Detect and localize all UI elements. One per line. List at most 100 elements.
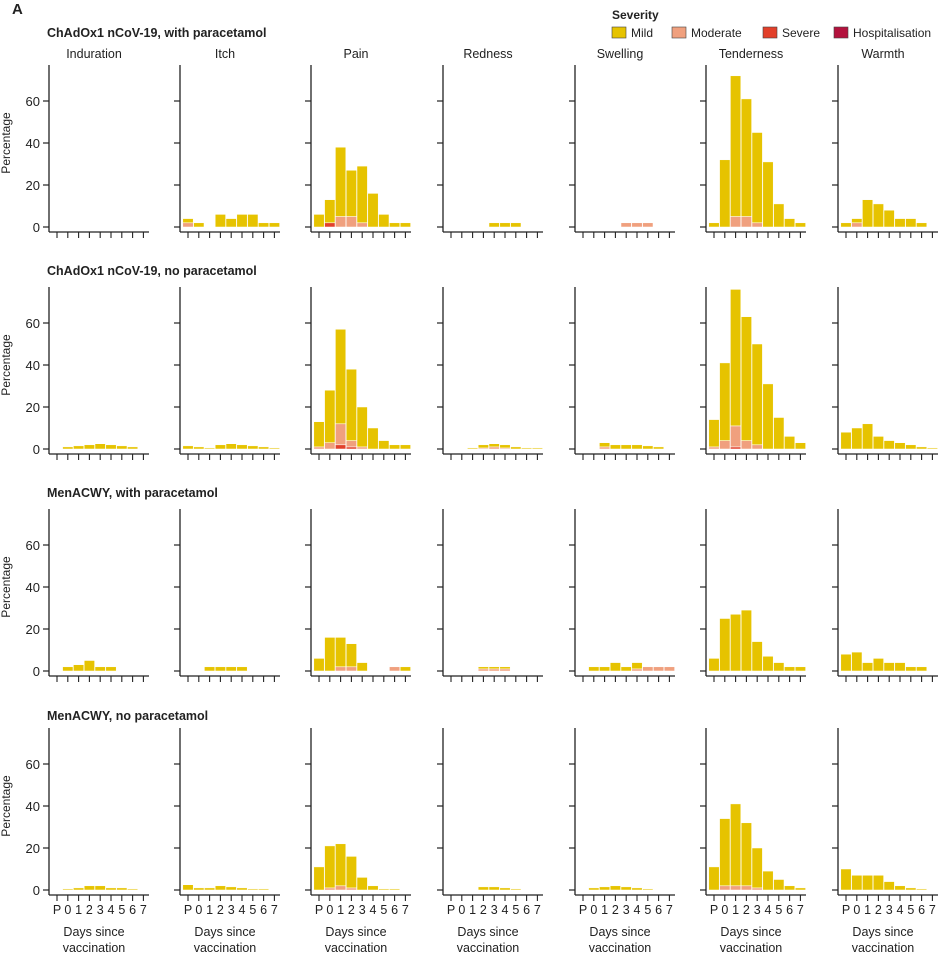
x-tick-label: 7 [534,903,541,917]
bar-moderate [620,222,632,228]
bar-mild [477,666,489,670]
bar-mild [499,222,511,228]
bar-mild [477,444,489,449]
bar-mild [258,222,270,228]
bar-mild [356,877,368,891]
bar-mild [719,618,731,672]
x-tick-label: 6 [129,903,136,917]
bar-moderate [751,444,763,450]
bar-mild [182,218,194,224]
bar-mild [719,159,731,228]
bar-mild [367,427,379,450]
bar-mild [773,417,785,450]
bar-mild [840,868,852,891]
bar-mild [840,653,852,672]
x-tick-label: 2 [612,903,619,917]
bar-moderate [488,668,500,672]
bar-mild [851,651,863,672]
bar-mild [182,445,194,450]
x-tick-label: 0 [64,903,71,917]
x-tick-label: 0 [195,903,202,917]
bar-mild [653,446,665,450]
bar-mild [214,214,226,228]
x-axis-label-line2: vaccination [720,941,783,953]
facet-title: Induration [66,47,122,61]
panel-itch: P 0 1 2 3 4 5 6 7 Days since vaccination [174,728,280,953]
legend-label-moderate: Moderate [691,26,742,40]
panel-warmth [832,287,938,460]
bar-mild [510,888,522,891]
facet-title: Tenderness [719,47,784,61]
x-tick-label: P [579,903,587,917]
panel-label: A [12,1,23,18]
x-axis-label-line1: Days since [63,925,124,939]
bar-mild [83,444,95,450]
bar-moderate [740,440,752,450]
bar-mild [116,445,128,450]
bar-mild [784,436,796,450]
x-tick-label: 7 [271,903,278,917]
bar-mild [609,885,621,891]
bar-mild [708,658,720,672]
x-tick-label: 1 [206,903,213,917]
bar-mild [335,843,347,887]
bar-moderate [642,666,654,672]
bar-mild [268,222,280,228]
x-tick-label: 1 [337,903,344,917]
bar-moderate [182,222,194,228]
legend-title: Severity [612,8,659,22]
bar-moderate [730,425,742,448]
bar-mild [905,218,917,228]
bar-mild [740,98,752,217]
bar-mild [247,445,259,450]
x-tick-label: 4 [108,903,115,917]
bar-mild [389,444,401,450]
panel-tenderness: P 0 1 2 3 4 5 6 7 Days since vaccination [700,728,806,953]
bar-mild [313,658,325,672]
panel-pain: P 0 1 2 3 4 5 6 7 Days since vaccination [305,728,411,953]
bar-moderate [313,446,325,450]
bar-moderate [324,442,336,450]
bar-mild [762,870,774,891]
bar-mild [794,442,806,450]
bar-mild [335,329,347,425]
bar-mild [894,218,906,228]
bar-mild [751,343,763,446]
bar-moderate [345,216,357,228]
x-tick-label: 4 [370,903,377,917]
bar-moderate [708,446,720,450]
x-tick-label: 3 [359,903,366,917]
bar-mild [324,845,336,889]
bar-moderate [751,222,763,228]
bar-mild [236,887,248,891]
x-axis-label-line1: Days since [589,925,650,939]
bar-moderate [356,446,368,450]
x-tick-label: 6 [786,903,793,917]
bar-mild [840,222,852,228]
bar-mild [399,444,411,450]
y-tick-label: 20 [26,178,40,193]
bar-severe [335,444,347,450]
bar-mild [883,881,895,891]
y-tick-label: 20 [26,841,40,856]
panel-swelling [569,509,675,682]
x-axis-label-line2: vaccination [852,941,915,953]
x-tick-label: P [710,903,718,917]
x-axis-label-line1: Days since [194,925,255,939]
facet-title: Redness [463,47,512,61]
facet-title: Itch [215,47,235,61]
x-tick-label: 4 [765,903,772,917]
bar-severe [730,446,742,450]
x-tick-label: 6 [391,903,398,917]
bar-mild [862,199,874,228]
bar-mild [730,803,742,887]
x-tick-label: 2 [743,903,750,917]
bar-mild [609,444,621,450]
bar-mild [894,442,906,450]
bar-mild [356,662,368,672]
bar-mild [719,362,731,441]
bar-mild [356,406,368,448]
bar-mild [642,888,654,891]
y-tick-label: 60 [26,538,40,553]
bar-mild [916,446,928,450]
